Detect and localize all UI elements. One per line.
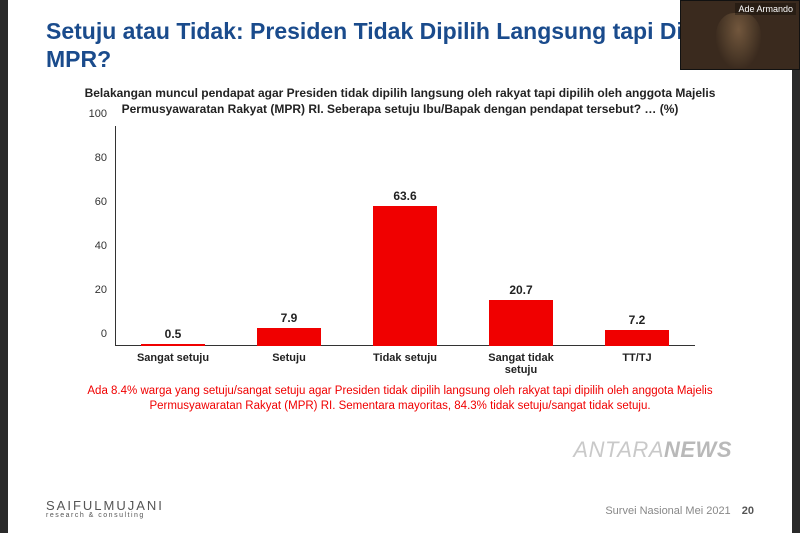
bar-value-label: 7.9 (281, 311, 298, 325)
x-tick-label: Sangat tidak setuju (471, 348, 571, 376)
bars-container: 0.5 7.9 63.6 20.7 7.2 (115, 126, 695, 346)
bar-group: 63.6 (355, 189, 455, 346)
chart-footnote: Ada 8.4% warga yang setuju/sangat setuju… (56, 384, 744, 415)
bar (141, 344, 205, 345)
brand-name: SAIFULMUJANI (46, 498, 164, 513)
bar-group: 0.5 (123, 327, 223, 345)
bar (373, 206, 437, 346)
x-tick-label: Tidak setuju (355, 348, 455, 376)
bar-group: 7.2 (587, 313, 687, 346)
y-tick-label: 100 (89, 108, 107, 120)
bar-value-label: 63.6 (393, 189, 416, 203)
y-tick-label: 80 (95, 152, 107, 164)
bar-value-label: 0.5 (165, 327, 182, 341)
participant-silhouette (716, 13, 761, 68)
bar-value-label: 7.2 (629, 313, 646, 327)
bar (489, 300, 553, 346)
watermark: ANTARANEWS (573, 437, 732, 463)
slide-title: Setuju atau Tidak: Presiden Tidak Dipili… (46, 18, 754, 73)
y-tick-label: 20 (95, 284, 107, 296)
participant-name: Ade Armando (735, 3, 796, 15)
x-tick-label: TT/TJ (587, 348, 687, 376)
bar (605, 330, 669, 346)
y-tick-label: 0 (101, 328, 107, 340)
bar-chart: 020406080100 0.57.963.620.77.2 Sangat se… (75, 126, 725, 376)
presentation-slide: Setuju atau Tidak: Presiden Tidak Dipili… (8, 0, 792, 533)
x-axis-labels: Sangat setuju Setuju Tidak setuju Sangat ti… (115, 348, 695, 376)
brand-tagline: research & consulting (46, 512, 164, 519)
bar (257, 328, 321, 345)
survey-label: Survei Nasional Mei 2021 (605, 505, 730, 517)
bar-group: 7.9 (239, 311, 339, 345)
x-tick-label: Setuju (239, 348, 339, 376)
page-number: 20 (742, 505, 754, 517)
bar-value-label: 20.7 (509, 283, 532, 297)
y-tick-label: 60 (95, 196, 107, 208)
brand-logo: SAIFULMUJANI research & consulting (46, 498, 164, 519)
video-participant-tile[interactable]: Ade Armando (680, 0, 800, 70)
y-axis-labels: 020406080100 (75, 126, 113, 346)
bar-group: 20.7 (471, 283, 571, 346)
x-tick-label: Sangat setuju (123, 348, 223, 376)
survey-meta: Survei Nasional Mei 2021 20 (605, 505, 754, 517)
question-text: Belakangan muncul pendapat agar Presiden… (66, 85, 734, 117)
y-tick-label: 40 (95, 240, 107, 252)
